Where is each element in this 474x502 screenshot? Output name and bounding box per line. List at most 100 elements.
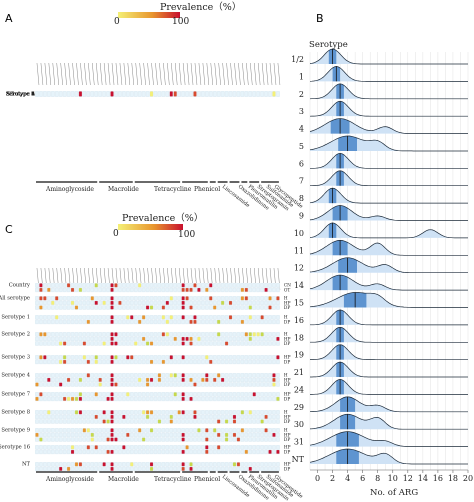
row-code-label: HP — [284, 378, 291, 383]
heatmap-cell — [236, 300, 241, 305]
row-label: Serotype 1/2 — [6, 92, 40, 98]
heatmap-cell — [209, 300, 213, 305]
heatmap-cell — [157, 396, 162, 401]
heatmap-cell — [272, 377, 276, 382]
heatmap-cell — [142, 382, 146, 387]
heatmap-cell — [90, 466, 94, 471]
heatmap-cell — [181, 382, 185, 387]
heatmap-cell — [51, 91, 55, 97]
heatmap-cell — [185, 332, 189, 337]
heatmap-cell — [224, 445, 229, 450]
heatmap-cell — [185, 410, 189, 415]
heatmap-cell — [43, 359, 47, 364]
heatmap-cell — [35, 296, 39, 301]
heatmap-cell — [224, 396, 229, 401]
heatmap-cell — [236, 466, 241, 471]
heatmap-cell — [268, 410, 272, 415]
heatmap-cell — [149, 332, 154, 337]
heatmap-cell — [169, 315, 173, 320]
heatmap-cell — [217, 315, 221, 320]
heatmap-cell — [66, 449, 71, 454]
heatmap-cell — [78, 287, 83, 292]
row-code-label: HP — [284, 356, 291, 361]
gene-label-mark — [107, 62, 111, 86]
heatmap-cell — [213, 287, 217, 292]
heatmap-cell — [47, 377, 51, 382]
heatmap-cell — [59, 466, 63, 471]
heatmap-cell — [70, 445, 75, 450]
heatmap-cell — [78, 305, 83, 310]
heatmap-cell — [114, 341, 118, 346]
heatmap-cell — [169, 305, 173, 310]
heatmap-cell — [134, 414, 138, 419]
heatmap-cell — [126, 392, 130, 397]
heatmap-cell — [39, 336, 43, 341]
heatmap-row-bg — [35, 377, 280, 383]
heatmap-cell — [272, 287, 276, 292]
heatmap-cell — [35, 462, 39, 467]
heatmap-cell — [94, 396, 98, 401]
heatmap-cell — [102, 319, 106, 324]
heatmap-cell — [205, 445, 209, 450]
heatmap-cell — [55, 377, 59, 382]
heatmap-cell — [94, 462, 98, 467]
heatmap-cell — [47, 373, 51, 378]
heatmap-cell — [268, 428, 272, 433]
heatmap-cell — [193, 377, 197, 382]
heatmap-cell — [145, 287, 150, 292]
heatmap-cell — [256, 445, 260, 450]
heatmap-cell — [264, 355, 268, 360]
heatmap-cell — [169, 341, 173, 346]
heatmap-cell — [47, 305, 51, 310]
heatmap-cell — [248, 437, 252, 442]
heatmap-cell — [224, 466, 229, 471]
heatmap-cell — [264, 377, 268, 382]
row-label: Serotype 19 — [6, 92, 38, 98]
heatmap-cell — [165, 296, 169, 301]
heatmap-cell — [90, 315, 94, 320]
heatmap-cell — [39, 449, 43, 454]
heatmap-cell — [272, 432, 276, 437]
heatmap-cell — [118, 396, 122, 401]
heatmap-cell — [142, 432, 146, 437]
heatmap-cell — [248, 382, 252, 387]
heatmap-cell — [138, 283, 142, 288]
heatmap-cell — [193, 432, 197, 437]
heatmap-cell — [78, 355, 83, 360]
heatmap-cell — [177, 466, 181, 471]
heatmap-cell — [260, 341, 264, 346]
heatmap-cell — [138, 396, 142, 401]
heatmap-cell — [90, 396, 94, 401]
heatmap-cell — [153, 332, 158, 337]
heatmap-cell — [134, 377, 138, 382]
heatmap-cell — [165, 382, 169, 387]
heatmap-cell — [118, 377, 122, 382]
heatmap-cell — [228, 283, 233, 288]
heatmap-cell — [209, 428, 213, 433]
heatmap-cell — [78, 377, 83, 382]
heatmap-cell — [264, 332, 268, 337]
heatmap-cell — [98, 355, 102, 360]
heatmap-cell — [153, 341, 158, 346]
heatmap-cell — [82, 419, 86, 424]
heatmap-cell — [142, 410, 146, 415]
heatmap-cell — [35, 315, 39, 320]
heatmap-cell — [47, 437, 51, 442]
heatmap-cell — [197, 419, 201, 424]
heatmap-cell — [114, 437, 118, 442]
heatmap-cell — [78, 428, 83, 433]
heatmap-cell — [130, 382, 134, 387]
heatmap-cell — [55, 341, 59, 346]
heatmap-cell — [126, 336, 130, 341]
heatmap-cell — [153, 392, 158, 397]
heatmap-cell — [236, 287, 241, 292]
heatmap-cell — [110, 283, 114, 288]
heatmap-cell — [66, 305, 71, 310]
heatmap-cell — [43, 315, 47, 320]
legend-a-min: 0 — [114, 17, 120, 27]
heatmap-cell — [244, 319, 248, 324]
heatmap-cell — [78, 449, 83, 454]
heatmap-cell — [201, 336, 205, 341]
heatmap-cell — [276, 319, 280, 324]
